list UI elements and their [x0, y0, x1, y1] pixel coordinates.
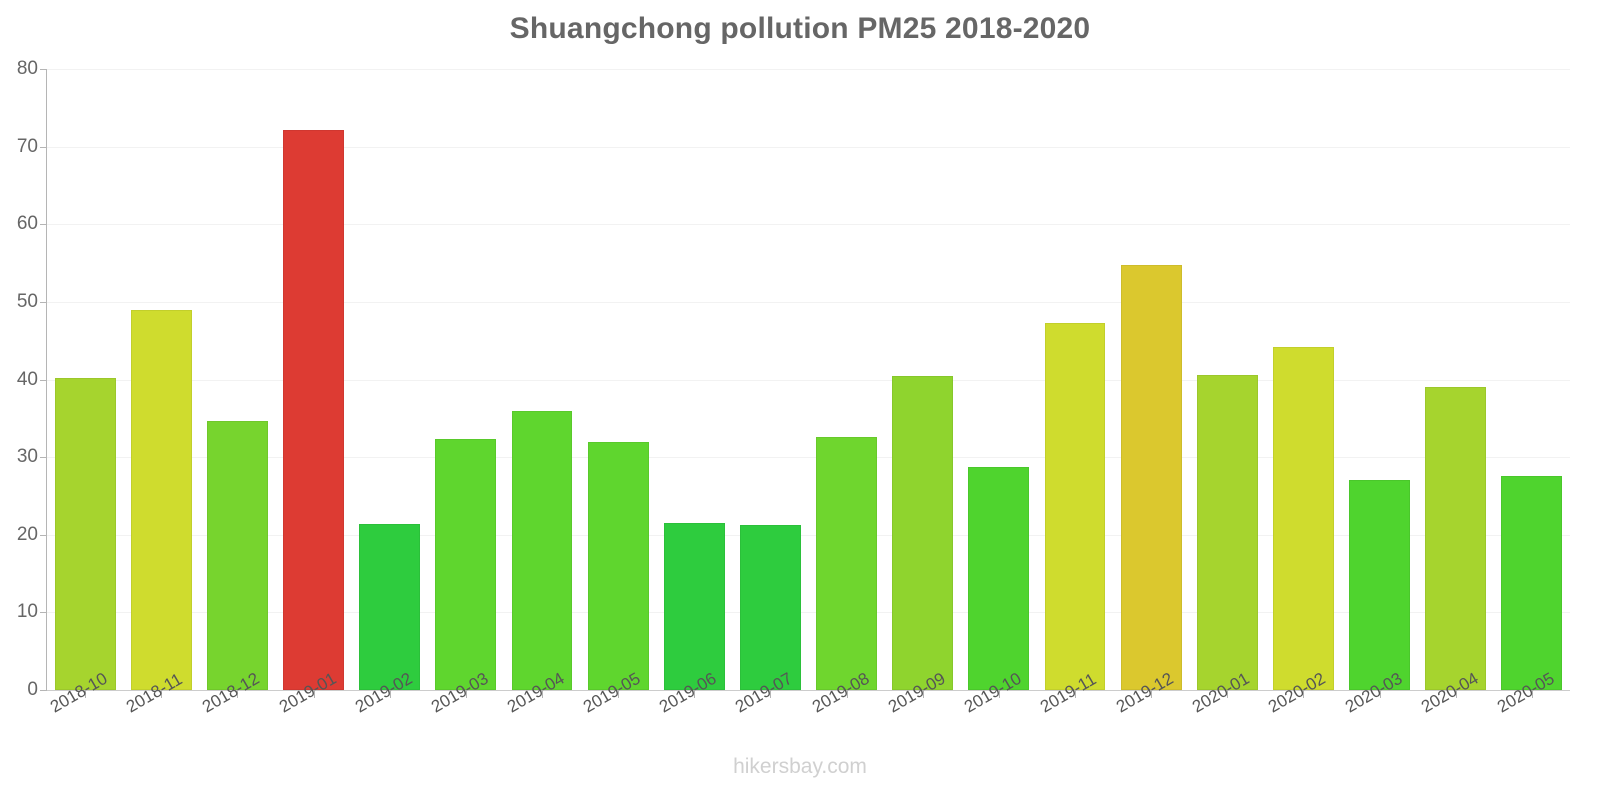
x-axis-tick-label: 2020-05 [1493, 668, 1558, 717]
bar[interactable] [1120, 264, 1182, 690]
y-axis-tick-mark [40, 457, 47, 459]
y-axis-tick-mark [40, 301, 47, 303]
x-axis-tick-label: 2018-11 [123, 669, 186, 717]
x-axis-tick-label: 2018-10 [47, 668, 111, 717]
y-axis-tick-mark [40, 534, 47, 536]
x-axis-tick-mark [237, 690, 239, 698]
gridline [47, 69, 1570, 70]
x-axis-tick-mark [846, 690, 848, 698]
x-axis-tick-label: 2019-08 [808, 668, 873, 717]
y-axis-tick-label: 70 [16, 135, 38, 157]
x-axis-tick-mark [618, 690, 620, 698]
footer-credit: hikersbay.com [733, 755, 867, 778]
bar[interactable] [739, 525, 801, 690]
x-axis-tick-label: 2019-07 [732, 668, 796, 717]
x-axis-tick-mark [770, 690, 772, 698]
bar[interactable] [816, 436, 878, 690]
y-axis-tick-label: 50 [16, 290, 38, 312]
y-axis-tick-mark [40, 146, 47, 148]
gridline [47, 146, 1570, 148]
x-axis-tick-label: 2019-04 [503, 668, 568, 717]
y-axis-tick-label: 80 [16, 58, 38, 79]
x-axis-tick-label: 2019-01 [275, 668, 340, 717]
gridline [47, 301, 1570, 303]
x-axis-tick-mark [1075, 690, 1077, 698]
x-axis-tick-label: 2018-12 [199, 668, 263, 717]
bar[interactable] [359, 523, 421, 690]
x-axis-tick-mark [998, 690, 1000, 698]
x-axis-tick-label: 2020-01 [1189, 668, 1253, 717]
y-axis-tick-label: 10 [16, 601, 38, 623]
x-axis-tick-mark [161, 690, 163, 698]
y-axis-tick-label: 60 [16, 213, 38, 235]
bar[interactable] [1349, 480, 1411, 690]
x-axis-tick-mark [313, 690, 315, 698]
y-axis-tick-mark [40, 690, 47, 691]
x-axis-tick-label: 2019-10 [960, 668, 1025, 717]
gridline [47, 224, 1570, 226]
x-axis-tick-label: 2019-09 [884, 668, 949, 717]
chart-title: Shuangchong pollution PM25 2018-2020 [509, 12, 1091, 45]
bar[interactable] [130, 309, 192, 690]
gridline [47, 457, 1570, 459]
bar[interactable] [435, 438, 497, 690]
x-axis-tick-mark [541, 690, 543, 698]
x-axis-tick-mark [85, 690, 87, 698]
bar[interactable] [511, 410, 573, 690]
y-axis-tick-mark [40, 612, 47, 614]
x-axis-tick-mark [465, 690, 467, 698]
y-axis-tick-label: 30 [16, 446, 38, 468]
y-axis-tick-label: 20 [16, 523, 38, 545]
gridline [47, 612, 1570, 614]
x-axis-tick-label: 2019-05 [580, 668, 644, 717]
x-axis-tick-mark [1227, 690, 1229, 698]
bar[interactable] [1196, 374, 1258, 690]
x-axis-tick-label: 2019-11 [1037, 669, 1100, 717]
x-axis-tick-mark [1379, 690, 1381, 698]
x-axis-tick-mark [694, 690, 696, 698]
bar[interactable] [1273, 346, 1334, 690]
x-axis-tick-label: 2019-12 [1113, 668, 1177, 717]
y-axis-tick-label: 40 [16, 368, 38, 390]
y-axis-tick-mark [40, 224, 47, 226]
x-axis-tick-label: 2019-06 [656, 668, 720, 717]
gridline [47, 379, 1570, 381]
gridline [47, 534, 1570, 536]
x-axis-tick-mark [389, 690, 391, 698]
x-axis-tick-mark [1151, 690, 1153, 698]
x-axis-tick-mark [1455, 690, 1457, 698]
x-axis-tick-label: 2020-03 [1341, 668, 1406, 717]
x-axis-tick-mark [922, 690, 924, 698]
bar[interactable] [892, 376, 954, 690]
bar[interactable] [283, 130, 344, 690]
bar[interactable] [587, 442, 649, 690]
y-axis-tick-label: 0 [27, 679, 38, 700]
bar[interactable] [1044, 322, 1106, 690]
x-axis-tick-label: 2020-04 [1417, 668, 1482, 717]
x-axis-tick-label: 2019-02 [351, 668, 416, 717]
bar[interactable] [206, 420, 268, 690]
bar[interactable] [663, 523, 725, 690]
y-axis-tick-mark [40, 69, 47, 70]
y-axis-tick-mark [40, 379, 47, 381]
bar[interactable] [1425, 386, 1487, 690]
x-axis-line [47, 690, 1570, 691]
x-axis-tick-mark [1531, 690, 1533, 698]
bar[interactable] [1501, 475, 1563, 690]
bar[interactable] [54, 377, 116, 690]
x-axis-tick-label: 2020-02 [1265, 668, 1330, 717]
plot-area [47, 69, 1570, 690]
bar[interactable] [968, 467, 1030, 690]
x-axis-tick-mark [1303, 690, 1305, 698]
x-axis-tick-label: 2019-03 [427, 668, 492, 717]
